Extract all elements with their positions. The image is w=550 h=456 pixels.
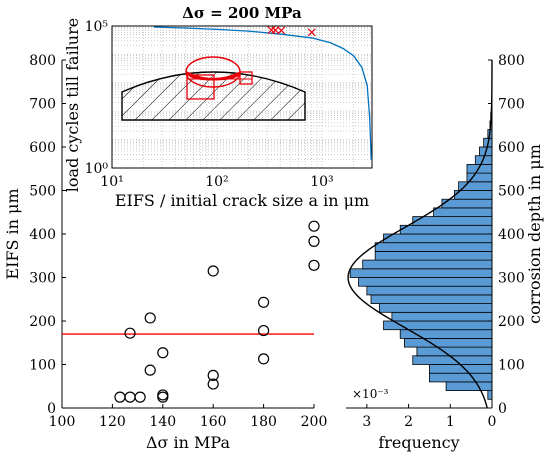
inset-frame (111, 25, 373, 169)
y-tick-label: 400 (498, 227, 525, 243)
x-tick-label: 10² (205, 174, 228, 190)
histogram-bar (349, 268, 493, 278)
x-axis-label: Δσ in MPa (146, 433, 231, 452)
sn-curve (153, 26, 372, 160)
data-point (157, 389, 169, 401)
x-tick-label: 10³ (310, 174, 333, 190)
data-point (134, 391, 146, 403)
y-axis-label: corrosion depth in μm (525, 144, 544, 324)
histogram-bar (458, 181, 493, 191)
data-point (124, 327, 136, 339)
histogram-bar (403, 337, 493, 348)
data-point (258, 296, 270, 308)
data-point (144, 312, 156, 324)
failure-marker (271, 26, 280, 35)
data-point (258, 353, 270, 365)
y-tick-label: 100 (498, 358, 525, 374)
y-tick-label: 500 (498, 184, 525, 200)
y-tick-label: 700 (29, 97, 56, 113)
x-axis-label: EIFS / initial crack size a in μm (115, 191, 369, 210)
y-tick-label: 200 (498, 314, 525, 330)
data-point (157, 347, 169, 359)
data-point (308, 259, 320, 271)
y-tick-label: 600 (498, 140, 525, 156)
scatter-panel: 100 120 140 160 180 2000100200300400500600700… (3, 53, 327, 452)
histogram-bar (383, 233, 493, 244)
data-point (124, 391, 136, 403)
data-point (308, 220, 320, 232)
x-tick-label: 3 (362, 414, 371, 430)
failure-marker (307, 28, 316, 37)
crack-illustration (121, 56, 306, 121)
y-tick-label: 500 (29, 184, 56, 200)
y-axis-label: load cycles till failure (63, 18, 82, 192)
x-multiplier-label: ×10⁻³ (352, 387, 389, 401)
data-point (114, 391, 126, 403)
histogram-bar (399, 329, 493, 339)
data-point (144, 364, 156, 376)
y-tick-label: 10⁵ (85, 19, 109, 35)
data-point (207, 265, 219, 277)
histogram-bar (374, 250, 493, 261)
y-tick-label: 800 (29, 53, 56, 69)
data-point (308, 235, 320, 247)
y-tick-label: 300 (498, 271, 525, 287)
histogram-bar (441, 198, 493, 209)
y-tick-label: 800 (498, 53, 525, 69)
histogram-bar (416, 346, 493, 357)
y-axis-label: EIFS in μm (3, 188, 22, 279)
x-tick-label: 1 (446, 414, 455, 430)
histogram-bar (366, 285, 493, 296)
histogram-bar (429, 372, 493, 383)
y-tick-label: 300 (29, 271, 56, 287)
y-tick-label: 200 (29, 314, 56, 330)
x-tick-label: 200 (301, 414, 328, 430)
x-tick-label: 2 (404, 414, 413, 430)
crack-width-box (239, 71, 253, 85)
histogram-bar (433, 207, 493, 217)
inset-panel: 10¹ 10² 10³ 10⁰ 10⁵ EIFS / initial crack size… (63, 4, 373, 210)
histogram-bar (362, 259, 493, 270)
y-tick-label: 0 (498, 401, 507, 417)
histogram-bar (487, 390, 493, 400)
histogram-bar (391, 311, 493, 322)
x-tick-label: 140 (149, 414, 176, 430)
x-tick-label: 0 (488, 414, 497, 430)
x-tick-label: 120 (99, 414, 126, 430)
crack-depth-box (186, 74, 215, 100)
histogram-bar (454, 190, 493, 200)
data-point (207, 378, 219, 390)
x-tick-label: 160 (200, 414, 227, 430)
histogram-bar (412, 216, 493, 226)
y-tick-label: 100 (29, 358, 56, 374)
histogram-bar (374, 242, 493, 252)
histogram-panel: 3 2 1 0 ×10⁻³ frequency 0 100 200 300 400 500 600 700… (346, 53, 544, 452)
data-point (258, 324, 270, 337)
y-tick-label: 600 (29, 140, 56, 156)
y-tick-label: 700 (498, 97, 525, 113)
failure-marker (277, 26, 286, 35)
histogram-bar (370, 294, 493, 304)
histogram-bar (358, 277, 493, 287)
data-point (207, 369, 219, 381)
x-tick-label: 10¹ (100, 174, 123, 190)
x-tick-label: 100 (49, 414, 76, 430)
normal-fit-curve (347, 60, 493, 409)
histogram-bar (399, 224, 493, 235)
histogram-bar (445, 381, 493, 391)
x-axis-label: frequency (378, 433, 459, 452)
y-tick-label: 400 (29, 227, 56, 243)
data-point (157, 391, 169, 403)
x-tick-label: 180 (250, 414, 277, 430)
inset-title: Δσ = 200 MPa (182, 4, 302, 22)
y-tick-label: 10⁰ (85, 161, 109, 177)
histogram-bar (378, 303, 493, 313)
y-tick-label: 0 (47, 401, 56, 417)
